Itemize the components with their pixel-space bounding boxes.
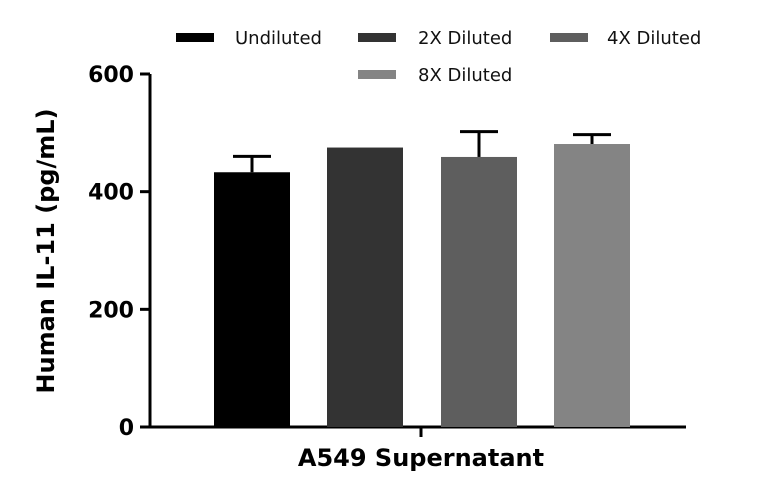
bar-8x-diluted: [554, 144, 630, 428]
legend-label-2x-diluted: 2X Diluted: [418, 28, 512, 49]
y-tick-label: 200: [88, 298, 134, 323]
legend-label-8x-diluted: 8X Diluted: [418, 65, 512, 86]
legend-swatch-8x-diluted: [358, 70, 396, 79]
y-tick-label: 400: [88, 181, 134, 206]
y-tick-label: 600: [88, 63, 134, 88]
bar-4x-diluted: [441, 156, 517, 427]
bars: [214, 130, 630, 428]
legend-label-undiluted: Undiluted: [235, 28, 322, 49]
bar-2x-diluted: [327, 147, 403, 427]
legend-label-4x-diluted: 4X Diluted: [607, 28, 701, 49]
y-tick-label: 0: [119, 416, 134, 441]
legend: Undiluted 2X Diluted 4X Diluted 8X Dilut…: [176, 28, 701, 86]
x-axis-category-label: A549 Supernatant: [298, 444, 544, 472]
legend-swatch-undiluted: [176, 33, 214, 42]
bar-undiluted: [214, 172, 290, 427]
legend-swatch-4x-diluted: [550, 33, 588, 42]
legend-item-4x-diluted: 4X Diluted: [550, 28, 701, 49]
legend-item-undiluted: Undiluted: [176, 28, 322, 49]
y-axis-ticks: 0 200 400 600: [88, 63, 150, 441]
legend-item-8x-diluted: 8X Diluted: [358, 65, 512, 86]
legend-item-2x-diluted: 2X Diluted: [358, 28, 512, 49]
y-axis-title: Human IL-11 (pg/mL): [32, 108, 60, 393]
legend-swatch-2x-diluted: [358, 33, 396, 42]
